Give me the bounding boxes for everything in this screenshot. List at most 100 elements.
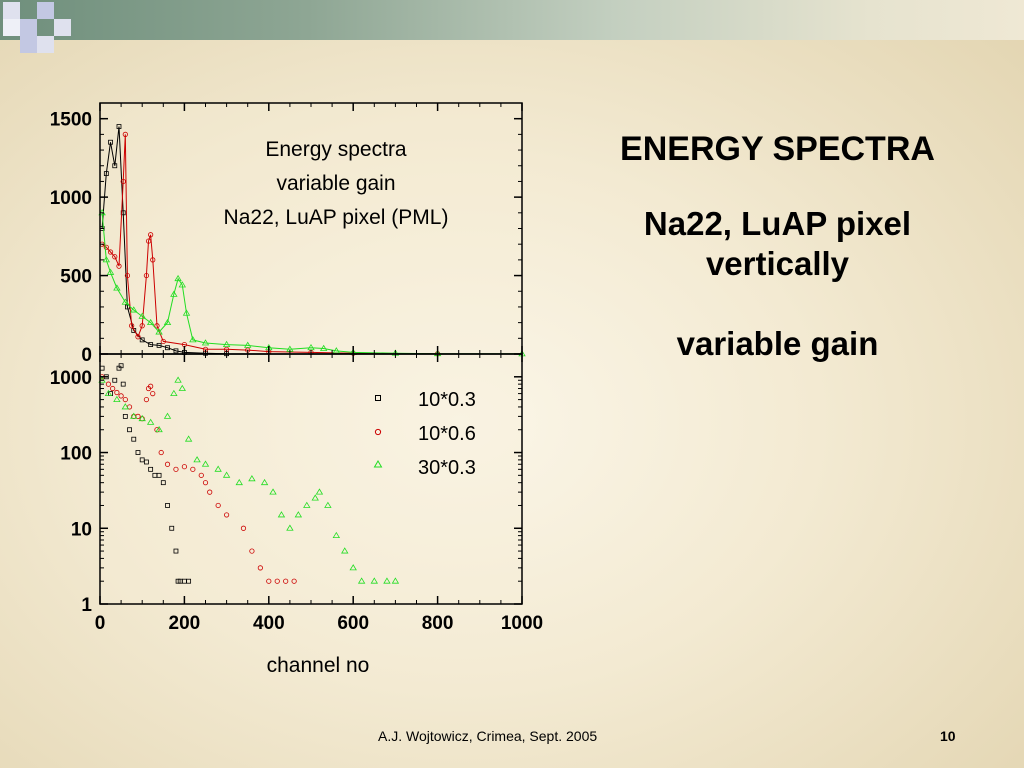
data-point	[127, 427, 132, 433]
legend-marker-square	[375, 395, 381, 401]
data-point	[186, 578, 192, 584]
data-point	[341, 547, 349, 554]
data-point	[102, 256, 111, 263]
data-point	[150, 390, 156, 397]
data-point	[154, 323, 160, 329]
data-point	[116, 263, 122, 269]
data-point	[156, 342, 162, 348]
legend: 10*0.3 10*0.6 30*0.3	[373, 389, 476, 479]
slide-subtitle-line-2: vertically	[705, 245, 850, 282]
series-line	[101, 126, 227, 355]
y-tick-label: 10	[71, 519, 92, 540]
data-point	[122, 131, 128, 137]
data-point	[165, 503, 170, 508]
slide-title: ENERGY SPECTRA	[620, 130, 935, 168]
data-point	[112, 254, 118, 260]
chart-title-line-1: Energy spectra	[265, 138, 407, 161]
data-point	[189, 336, 197, 343]
data-point	[173, 466, 179, 472]
data-point	[370, 577, 379, 584]
data-point	[165, 345, 170, 351]
x-tick-label: 1000	[501, 613, 543, 634]
data-point	[169, 525, 175, 531]
x-tick-label: 600	[337, 613, 369, 634]
data-point	[113, 284, 121, 291]
data-point	[107, 249, 114, 255]
x-tick-label: 200	[169, 613, 201, 634]
data-point	[248, 475, 256, 482]
data-point	[103, 244, 109, 250]
data-point	[163, 412, 172, 419]
data-point	[315, 488, 324, 495]
decor-square	[54, 19, 71, 36]
legend-marker-triangle	[373, 460, 383, 468]
data-point	[160, 480, 166, 486]
data-point	[148, 342, 154, 347]
y-tick-label: 1500	[50, 110, 92, 131]
data-point	[105, 381, 112, 387]
data-point	[324, 501, 332, 508]
decor-square	[3, 19, 20, 36]
data-point	[201, 339, 210, 346]
data-point	[155, 425, 163, 433]
data-point	[139, 323, 145, 329]
data-point	[146, 418, 155, 425]
data-point	[106, 268, 115, 275]
data-point	[182, 309, 191, 316]
data-point	[130, 412, 138, 419]
data-point	[104, 389, 113, 396]
data-point	[283, 578, 289, 584]
data-point	[222, 340, 231, 347]
data-point	[118, 393, 124, 399]
data-point	[224, 512, 230, 518]
data-point	[291, 578, 297, 584]
decor-square	[20, 36, 37, 53]
data-point	[122, 413, 128, 419]
data-point	[146, 318, 155, 326]
y-tick-label: 1000	[50, 368, 92, 389]
data-point	[294, 511, 303, 518]
slide-title-block: ENERGY SPECTRA Na22, LuAP pixel vertical…	[575, 128, 980, 364]
chart-title: Energy spectra variable gain Na22, LuAP …	[224, 138, 449, 229]
data-point	[303, 501, 311, 508]
y-tick-label: 0	[81, 345, 92, 366]
top-decor-band	[0, 0, 1024, 40]
data-point	[184, 435, 193, 442]
data-point	[139, 337, 145, 343]
data-point	[269, 488, 277, 495]
data-point	[164, 461, 171, 467]
data-point	[155, 328, 163, 335]
data-point	[148, 232, 154, 238]
data-point	[129, 323, 135, 329]
data-point	[349, 564, 357, 571]
data-point	[144, 459, 149, 465]
data-point	[202, 480, 209, 486]
x-axis-label: channel no	[267, 654, 370, 677]
decor-square	[37, 36, 54, 53]
data-point	[170, 290, 178, 297]
decor-square	[20, 19, 37, 36]
legend-label-2: 10*0.6	[418, 423, 476, 445]
x-tick-label: 800	[422, 613, 454, 634]
data-point	[138, 312, 146, 319]
data-point	[240, 525, 247, 531]
y-tick-label: 500	[60, 267, 92, 288]
data-point	[170, 389, 178, 396]
data-point	[112, 163, 118, 169]
data-point	[130, 306, 138, 313]
data-point	[163, 318, 172, 326]
data-point	[113, 395, 121, 402]
data-point	[173, 348, 179, 354]
y-tick-label: 1	[81, 595, 92, 616]
data-point	[181, 464, 187, 470]
data-point	[260, 478, 269, 486]
data-point	[391, 577, 400, 584]
data-point	[174, 376, 182, 383]
y-tick-label: 100	[60, 444, 92, 465]
data-point	[190, 466, 196, 472]
series-log-2	[99, 374, 297, 584]
data-point	[120, 381, 126, 387]
data-point	[383, 577, 391, 584]
data-point	[173, 548, 179, 554]
